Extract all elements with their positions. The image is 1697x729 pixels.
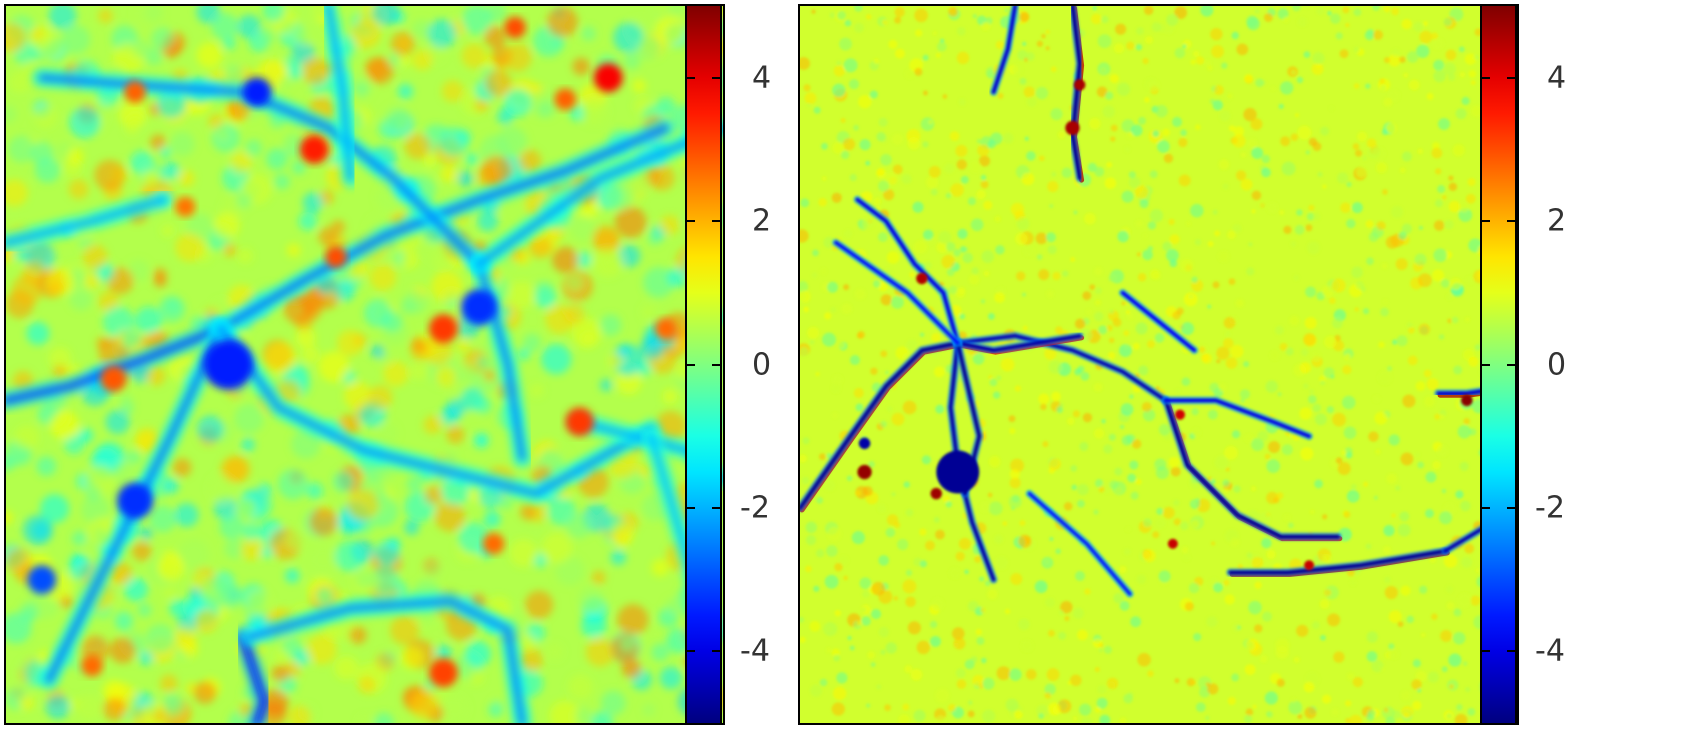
heatmap-maximum-13: [482, 532, 505, 555]
filament-R14: [834, 240, 960, 345]
heatmap-maximum-1: [593, 63, 623, 93]
heatmap-maximum-8: [1174, 409, 1186, 420]
colorbar-tick-label: -4: [1535, 633, 1565, 669]
filament-R5: [855, 197, 960, 345]
colorbar-tick-mark: [685, 650, 695, 653]
heatmap-maximum-12: [175, 196, 196, 217]
colorbar-tick-mark: [1507, 506, 1517, 509]
colorbar-tick-mark: [712, 76, 722, 79]
filament-R16: [1027, 491, 1132, 596]
colorbar-tick-mark: [1480, 363, 1490, 366]
filament-R9: [1228, 549, 1448, 575]
heatmap-maximum-10: [81, 654, 103, 677]
colorbar-tick-mark: [712, 650, 722, 653]
colorbar-tick-label: -2: [740, 490, 770, 526]
heatmap-maximum-6: [325, 246, 347, 268]
heatmap-maximum-5: [100, 365, 127, 392]
heatmap-minimum-0: [203, 339, 254, 390]
filament-L7: [38, 74, 483, 268]
heatmap-maximum-7: [1167, 538, 1178, 549]
colorbar-tick-label: 2: [1547, 203, 1567, 239]
heatmap-maximum-0: [299, 135, 329, 164]
heatmap-minimum-3: [117, 482, 153, 519]
heatmap-maximum-3: [857, 464, 872, 480]
filament-R1: [1070, 6, 1082, 180]
filament-R4: [955, 334, 1082, 352]
heatmap-texture: [800, 6, 1517, 723]
filament-R8: [1163, 398, 1311, 438]
heatmap-minimum-4: [27, 565, 57, 594]
filament-R3: [955, 334, 1168, 403]
colorbar-tick-label: 2: [752, 203, 772, 239]
colorbar-tick-mark: [712, 363, 722, 366]
filament-R15: [1120, 291, 1197, 352]
colorbar-tick-mark: [712, 506, 722, 509]
colorbar-tick-mark: [1507, 363, 1517, 366]
filament-R2: [800, 341, 960, 510]
heatmap-left: [4, 4, 725, 725]
heatmap-maximum-2: [429, 314, 458, 343]
filament-R7: [1163, 398, 1340, 539]
heatmap-maximum-8: [504, 16, 526, 39]
colorbar-tick-label: 4: [1547, 60, 1567, 96]
filament-L5: [239, 634, 268, 723]
colorbar-tick-label: -4: [740, 633, 770, 669]
colorbar-tick-mark: [1480, 220, 1490, 223]
colorbar-tick-mark: [685, 506, 695, 509]
heatmap-minimum-1: [858, 437, 871, 450]
colorbar-tick-mark: [685, 220, 695, 223]
colorbar-tick-mark: [712, 220, 722, 223]
heatmap-minimum-0: [936, 450, 980, 494]
colorbar-tick-label: 4: [752, 60, 772, 96]
heatmap-maximum-9: [554, 88, 577, 110]
heatmap-minimum-1: [242, 77, 272, 107]
heatmap-right: [798, 4, 1519, 725]
colorbar-tick-mark: [685, 76, 695, 79]
filament-L12: [6, 196, 167, 246]
heatmap-maximum-11: [654, 317, 677, 340]
filament-R12: [991, 6, 1017, 94]
colorbar-tick-mark: [1507, 76, 1517, 79]
heatmap-maximum-2: [916, 272, 928, 285]
colorbar-tick-mark: [1507, 220, 1517, 223]
colorbar-tick-mark: [1480, 506, 1490, 509]
heatmap-maximum-5: [1461, 394, 1473, 407]
heatmap-maximum-1: [1073, 79, 1086, 91]
heatmap-maximum-7: [124, 81, 146, 103]
heatmap-background: [800, 6, 1517, 723]
filament-L4: [218, 325, 655, 497]
colorbar-tick-label: 0: [752, 347, 772, 382]
heatmap-maximum-4: [429, 658, 458, 688]
colorbar-tick-mark: [1507, 650, 1517, 653]
filament-L6: [246, 598, 526, 723]
heatmap-maximum-0: [1065, 120, 1080, 136]
heatmap-minimum-2: [461, 289, 498, 326]
heatmap-maximum-3: [565, 407, 594, 437]
colorbar-tick-label: -2: [1535, 490, 1565, 526]
colorbar-tick-mark: [1480, 650, 1490, 653]
colorbar-tick-mark: [685, 363, 695, 366]
colorbar-tick-label: 0: [1547, 347, 1567, 382]
heatmap-maximum-6: [1304, 560, 1315, 571]
filament-L10: [325, 6, 354, 182]
heatmap-maximum-4: [930, 487, 942, 500]
colorbar-tick-mark: [1480, 76, 1490, 79]
filament-L9: [476, 124, 723, 268]
